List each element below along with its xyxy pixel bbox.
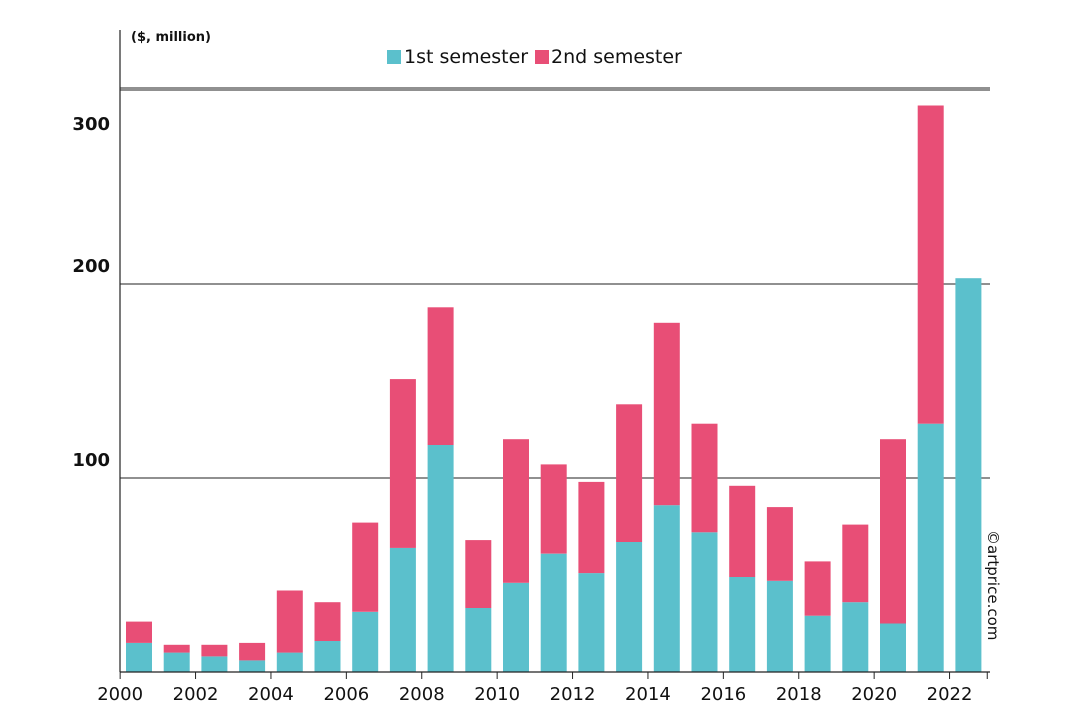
bar-2016-2nd-semester xyxy=(729,485,756,577)
bar-2009-2nd-semester xyxy=(465,540,492,608)
x-tick-label: 2004 xyxy=(248,684,294,705)
y-tick-label: 200 xyxy=(72,256,110,277)
bar-2001-2nd-semester xyxy=(163,644,190,653)
bar-2004-2nd-semester xyxy=(276,590,303,653)
bar-2000-2nd-semester xyxy=(126,621,152,643)
x-tick-label: 2002 xyxy=(173,684,219,705)
x-tick-label: 2012 xyxy=(550,684,596,705)
x-tick-label: 2014 xyxy=(625,684,671,705)
bar-2016-1st-semester xyxy=(729,576,756,672)
x-tick-label: 2000 xyxy=(97,684,143,705)
legend-label-2nd-semester: 2nd semester xyxy=(551,46,682,68)
bar-2020-1st-semester xyxy=(880,623,906,672)
bar-2008-1st-semester xyxy=(427,445,454,672)
bar-2022-1st-semester xyxy=(955,278,982,672)
bar-2012-2nd-semester xyxy=(578,481,605,574)
unit-label: ($, million) xyxy=(131,30,211,45)
legend-label-1st-semester: 1st semester xyxy=(404,46,528,68)
bar-2021-1st-semester xyxy=(917,423,944,672)
x-tick-label: 2006 xyxy=(323,684,369,705)
bar-2012-1st-semester xyxy=(578,573,605,672)
bar-2006-2nd-semester xyxy=(352,522,379,612)
bar-2003-1st-semester xyxy=(239,660,266,672)
bar-2011-1st-semester xyxy=(540,553,567,672)
bar-2014-1st-semester xyxy=(653,505,680,672)
legend: 1st semester 2nd semester xyxy=(387,46,682,68)
bar-2005-1st-semester xyxy=(314,641,341,672)
bar-2002-1st-semester xyxy=(201,656,228,672)
bar-2017-2nd-semester xyxy=(766,507,793,581)
bar-2002-2nd-semester xyxy=(201,644,228,657)
bar-2018-1st-semester xyxy=(804,615,831,672)
bar-2010-1st-semester xyxy=(503,582,529,672)
bar-2000-1st-semester xyxy=(126,642,152,672)
legend-swatch-2nd-semester xyxy=(535,50,549,64)
bar-2020-2nd-semester xyxy=(880,439,906,624)
bar-2019-1st-semester xyxy=(842,602,869,672)
bar-2009-1st-semester xyxy=(465,608,492,672)
bar-2003-2nd-semester xyxy=(239,642,266,661)
bar-2013-1st-semester xyxy=(616,542,643,672)
bar-2021-2nd-semester xyxy=(917,105,944,424)
y-tick-labels: 100 200 300 xyxy=(72,114,110,471)
bar-2015-1st-semester xyxy=(691,532,718,672)
bar-2018-2nd-semester xyxy=(804,561,831,616)
bar-2013-2nd-semester xyxy=(616,404,643,542)
bar-2004-1st-semester xyxy=(276,652,303,672)
x-tick-label: 2022 xyxy=(927,684,973,705)
x-tick-label: 2018 xyxy=(776,684,822,705)
y-tick-label: 100 xyxy=(72,450,110,471)
bar-2017-1st-semester xyxy=(766,580,793,672)
bar-2006-1st-semester xyxy=(352,611,379,672)
bar-2008-2nd-semester xyxy=(427,307,454,445)
x-tick-label: 2020 xyxy=(851,684,897,705)
bar-2014-2nd-semester xyxy=(653,322,680,506)
bar-2007-2nd-semester xyxy=(389,379,416,548)
bar-2007-1st-semester xyxy=(389,547,416,672)
y-tick-label: 300 xyxy=(72,114,110,135)
bars xyxy=(126,105,982,672)
bar-2010-2nd-semester xyxy=(503,439,529,583)
x-tick-labels: 2000 2002 2004 2006 2008 2010 2012 2014 2016 2018… xyxy=(97,684,972,705)
x-tick-label: 2010 xyxy=(474,684,520,705)
credit-watermark: ©artprice.com xyxy=(984,530,1002,640)
bar-2015-2nd-semester xyxy=(691,423,718,533)
x-tick-marks xyxy=(119,672,988,679)
bar-2001-1st-semester xyxy=(163,652,190,672)
legend-swatch-1st-semester xyxy=(387,50,401,64)
x-tick-label: 2016 xyxy=(700,684,746,705)
bar-2011-2nd-semester xyxy=(540,464,567,554)
x-tick-label: 2008 xyxy=(399,684,445,705)
bar-2005-2nd-semester xyxy=(314,602,341,641)
bar-2019-2nd-semester xyxy=(842,524,869,603)
gridlines xyxy=(120,87,990,479)
